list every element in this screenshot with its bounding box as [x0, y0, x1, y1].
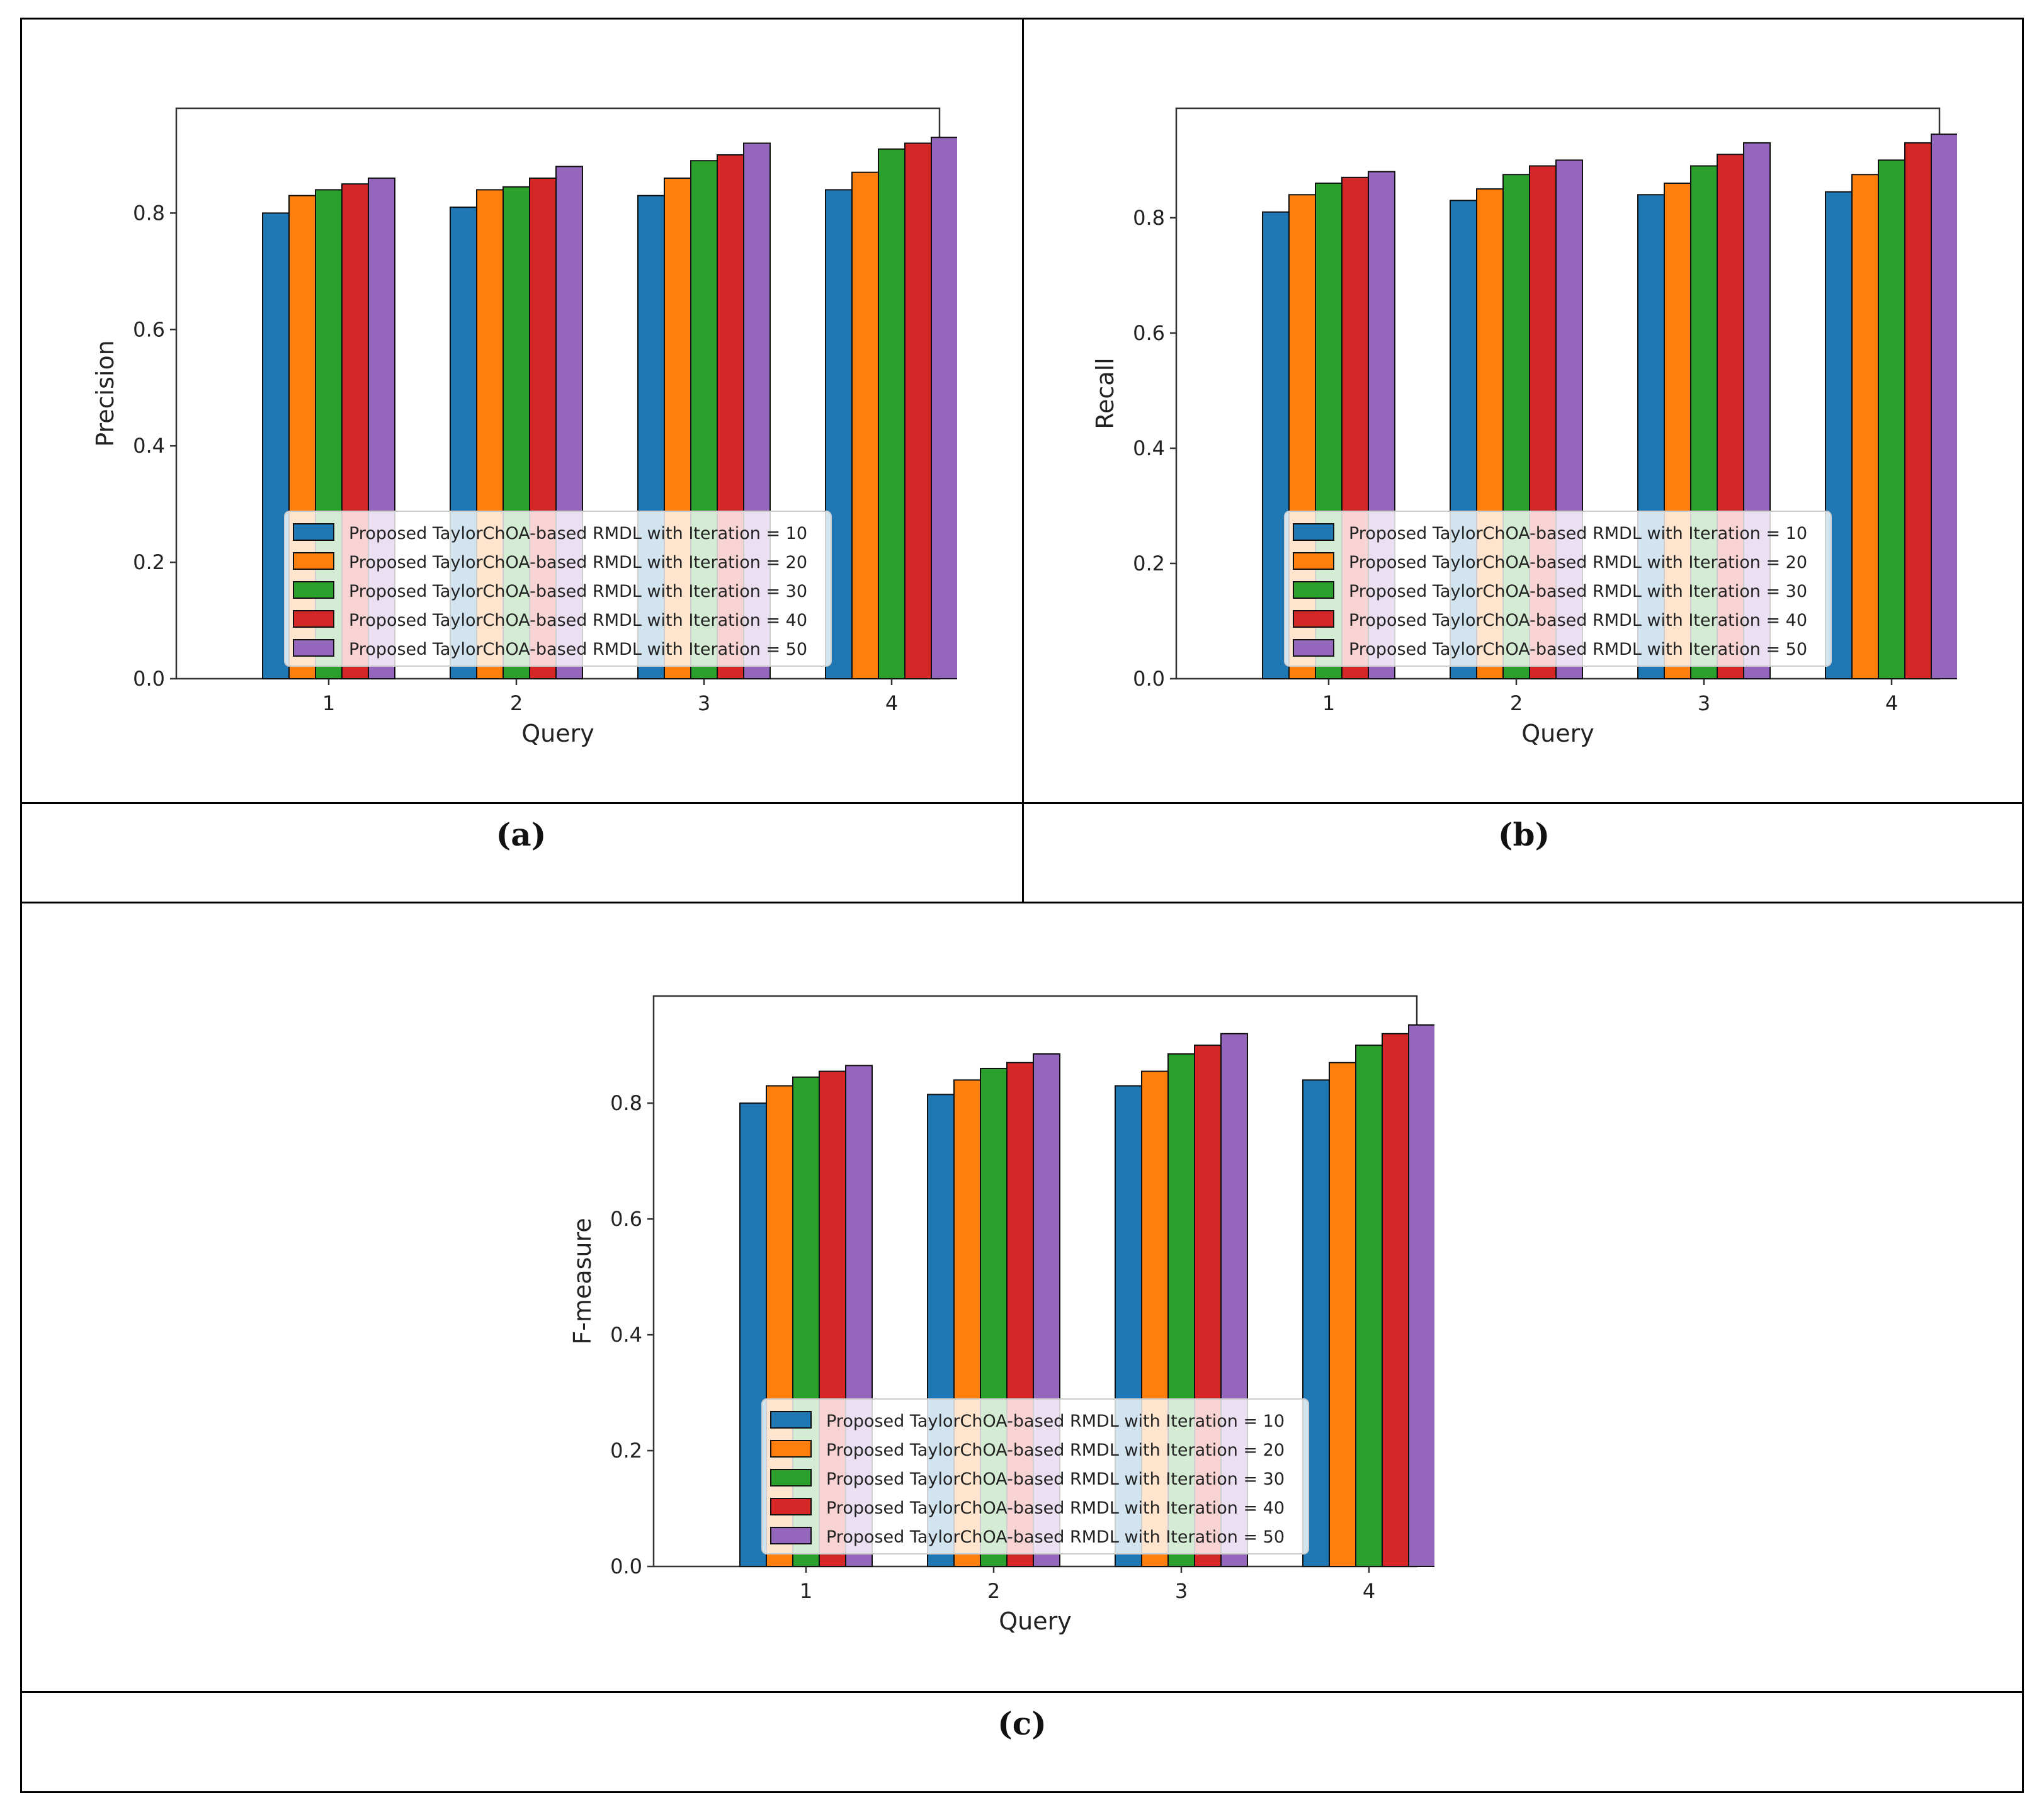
y-tick-label: 0.0	[610, 1554, 642, 1578]
legend-label-2: Proposed TaylorChOA-based RMDL with Iter…	[1349, 553, 1807, 572]
y-axis: 0.0 0.2 0.4 0.6 0.8	[1133, 206, 1176, 691]
legend-label-1: Proposed TaylorChOA-based RMDL with Iter…	[349, 524, 807, 543]
caption-a: (a)	[496, 816, 547, 853]
y-tick-label: 0.8	[133, 201, 165, 225]
legend-label-5: Proposed TaylorChOA-based RMDL with Iter…	[826, 1527, 1285, 1547]
legend-label-3: Proposed TaylorChOA-based RMDL with Iter…	[1349, 582, 1807, 601]
legend-label-5: Proposed TaylorChOA-based RMDL with Iter…	[1349, 640, 1807, 659]
divider-vertical	[1022, 18, 1024, 902]
bar-series-5-query-4	[1931, 133, 1957, 679]
y-axis-label: Recall	[1091, 358, 1119, 429]
y-tick-label: 0.4	[133, 434, 165, 458]
legend-box	[761, 1398, 1309, 1554]
divider-a-b-caption-bottom	[20, 902, 2024, 903]
bar-series-3-query-4	[1355, 1045, 1383, 1567]
y-tick-label: 0.4	[1133, 436, 1165, 460]
legend-swatch-1	[1293, 523, 1334, 541]
precision-chart: 0.0 0.2 0.4 0.6 0.8 1 2 3 4 Query Precision Propose…	[91, 107, 957, 747]
divider-a-b-caption-top	[20, 802, 2024, 804]
y-tick-label: 0.2	[1133, 552, 1165, 575]
bar-series-4-query-4	[904, 142, 932, 680]
y-tick-label: 0.8	[610, 1091, 642, 1115]
y-tick-label: 0.4	[610, 1323, 642, 1347]
legend-swatch-4	[293, 610, 334, 628]
divider-c-caption-top	[20, 1691, 2024, 1693]
legend-label-3: Proposed TaylorChOA-based RMDL with Iter…	[826, 1469, 1285, 1489]
legend-swatch-2	[293, 552, 334, 570]
legend-label-1: Proposed TaylorChOA-based RMDL with Iter…	[826, 1412, 1285, 1431]
legend-swatch-3	[293, 581, 334, 599]
bar-series-5-query-4	[1408, 1024, 1434, 1567]
x-tick-label: 2	[1510, 691, 1523, 715]
x-tick-label: 1	[322, 691, 335, 715]
caption-b: (b)	[1497, 816, 1550, 853]
x-tick-label: 4	[1885, 691, 1898, 715]
y-tick-label: 0.6	[610, 1207, 642, 1231]
legend-label-3: Proposed TaylorChOA-based RMDL with Iter…	[349, 582, 807, 601]
bar-series-4-query-4	[1382, 1033, 1409, 1567]
x-tick-label: 3	[698, 691, 710, 715]
legend: Proposed TaylorChOA-based RMDL with Iter…	[1284, 511, 1832, 667]
bar-series-2-query-4	[851, 171, 879, 680]
x-axis-label: Query	[521, 720, 594, 747]
x-axis: 1 2 3 4	[1322, 679, 1898, 715]
legend-label-4: Proposed TaylorChOA-based RMDL with Iter…	[826, 1498, 1285, 1518]
y-axis-label: Precision	[91, 340, 119, 447]
y-tick-label: 0.6	[133, 317, 165, 341]
legend-label-2: Proposed TaylorChOA-based RMDL with Iter…	[349, 553, 807, 572]
legend-box	[1284, 511, 1832, 667]
legend-swatch-3	[1293, 581, 1334, 599]
legend-swatch-1	[293, 523, 334, 541]
legend-label-4: Proposed TaylorChOA-based RMDL with Iter…	[349, 611, 807, 630]
x-axis: 1 2 3 4	[322, 679, 898, 715]
x-tick-label: 2	[510, 691, 523, 715]
legend-box	[284, 511, 832, 667]
x-tick-label: 3	[1698, 691, 1710, 715]
y-tick-label: 0.6	[1133, 321, 1165, 345]
caption-c: (c)	[997, 1705, 1047, 1742]
legend-swatch-5	[1293, 639, 1334, 657]
y-axis: 0.0 0.2 0.4 0.6 0.8	[133, 201, 176, 691]
legend-swatch-2	[1293, 552, 1334, 570]
bar-series-2-query-4	[1851, 174, 1879, 679]
legend-label-5: Proposed TaylorChOA-based RMDL with Iter…	[349, 640, 807, 659]
x-tick-label: 1	[800, 1579, 812, 1603]
x-axis-label: Query	[999, 1607, 1071, 1635]
legend-label-2: Proposed TaylorChOA-based RMDL with Iter…	[826, 1441, 1285, 1460]
legend-swatch-2	[770, 1440, 812, 1458]
legend-swatch-1	[770, 1411, 812, 1429]
x-axis-label: Query	[1521, 720, 1594, 747]
bar-series-3-query-4	[878, 148, 906, 679]
legend-label-1: Proposed TaylorChOA-based RMDL with Iter…	[1349, 524, 1807, 543]
legend-swatch-3	[770, 1469, 812, 1486]
bar-series-4-query-4	[1904, 142, 1932, 679]
bar-series-2-query-4	[1329, 1062, 1356, 1567]
y-tick-label: 0.8	[1133, 206, 1165, 230]
y-axis-label: F-measure	[569, 1218, 596, 1344]
x-axis: 1 2 3 4	[800, 1566, 1375, 1603]
recall-chart: 0.0 0.2 0.4 0.6 0.8 1 2 3 4 Query Recall Proposed T…	[1091, 107, 1957, 747]
legend: Proposed TaylorChOA-based RMDL with Iter…	[284, 511, 832, 667]
y-tick-label: 0.0	[1133, 667, 1165, 691]
legend-swatch-4	[1293, 610, 1334, 628]
legend-swatch-5	[293, 639, 334, 657]
legend: Proposed TaylorChOA-based RMDL with Iter…	[761, 1398, 1309, 1554]
f-measure-chart: 0.0 0.2 0.4 0.6 0.8 1 2 3 4 Query F-measure Propose…	[569, 995, 1434, 1635]
legend-label-4: Proposed TaylorChOA-based RMDL with Iter…	[1349, 611, 1807, 630]
x-tick-label: 4	[885, 691, 898, 715]
x-tick-label: 4	[1363, 1579, 1375, 1603]
x-tick-label: 3	[1175, 1579, 1188, 1603]
y-axis: 0.0 0.2 0.4 0.6 0.8	[610, 1091, 654, 1578]
y-tick-label: 0.0	[133, 667, 165, 691]
bar-series-3-query-4	[1878, 159, 1905, 679]
x-tick-label: 2	[987, 1579, 1000, 1603]
legend-swatch-4	[770, 1498, 812, 1515]
y-tick-label: 0.2	[133, 550, 165, 574]
legend-swatch-5	[770, 1527, 812, 1544]
x-tick-label: 1	[1322, 691, 1335, 715]
y-tick-label: 0.2	[610, 1439, 642, 1463]
bar-series-5-query-4	[931, 137, 957, 679]
